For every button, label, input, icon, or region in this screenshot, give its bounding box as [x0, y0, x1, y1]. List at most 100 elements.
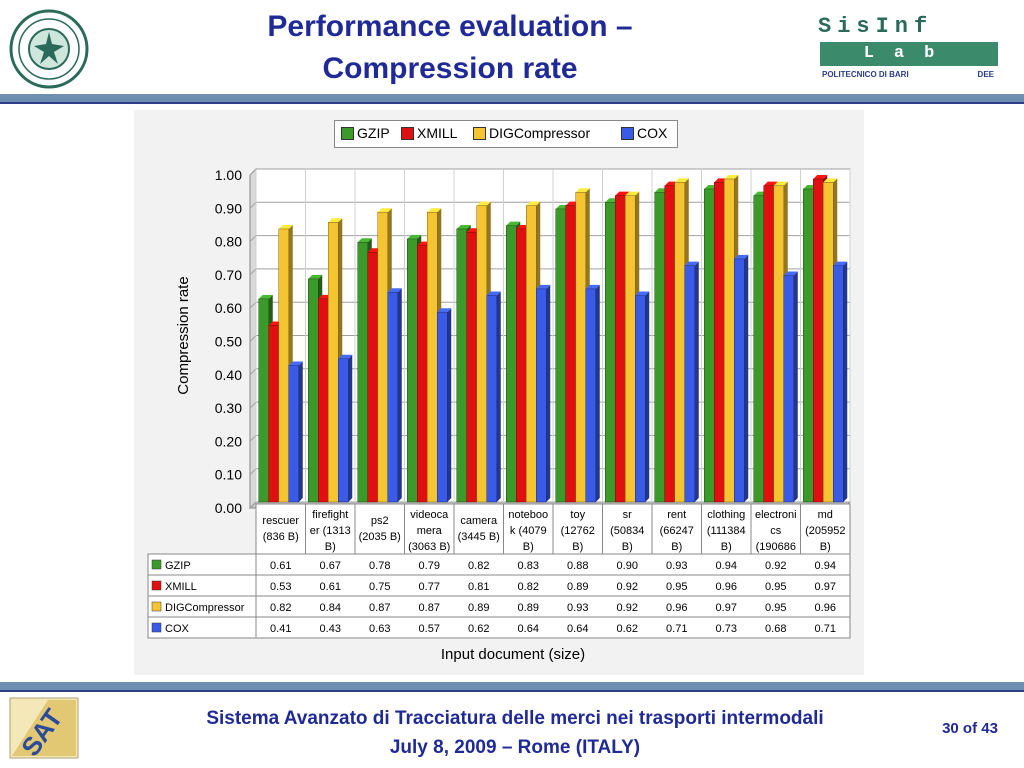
data-value-label: 0.62 [468, 623, 489, 635]
data-value-label: 0.95 [666, 581, 687, 593]
y-tick-label: 1.00 [215, 167, 242, 183]
data-value-label: 0.79 [419, 560, 440, 572]
bar-xmill [516, 228, 527, 503]
bar-digcompressor [674, 182, 685, 503]
bar-top [674, 178, 689, 183]
gridline-side [249, 501, 257, 509]
bar-xmill [664, 185, 675, 503]
data-value-label: 0.81 [468, 581, 489, 593]
table-series-label: XMILL [165, 581, 197, 593]
bar-gzip [753, 195, 764, 503]
y-tick-label: 0.70 [215, 267, 242, 283]
legend-swatch-cox [621, 126, 634, 140]
data-value-label: 0.73 [716, 623, 737, 635]
bar-top [625, 191, 640, 196]
bar-top [387, 288, 402, 293]
data-value-label: 0.64 [518, 623, 539, 635]
bar-top [585, 284, 600, 289]
x-category-label: electroni [755, 509, 797, 521]
data-value-label: 0.95 [765, 581, 786, 593]
x-category-label: B) [622, 541, 633, 553]
bar-xmill [466, 232, 477, 503]
table-legend-swatch [151, 580, 162, 591]
gridline-side [249, 401, 257, 409]
data-value-label: 0.95 [765, 602, 786, 614]
legend-label-xmill: XMILL [417, 125, 458, 141]
x-category-label: cs [770, 525, 782, 537]
logo-sisinf-text: SisInf [818, 14, 934, 39]
legend-label-cox: COX [637, 125, 668, 141]
data-value-label: 0.89 [468, 602, 489, 614]
y-tick-label: 0.50 [215, 334, 242, 350]
gridline-side [249, 201, 257, 209]
x-category-label: B) [325, 541, 336, 553]
y-tick-label: 0.00 [215, 500, 242, 516]
gridline-side [249, 168, 257, 176]
bar-top [486, 291, 501, 296]
x-category-label: B) [523, 541, 534, 553]
legend-label-digcompressor: DIGCompressor [489, 125, 591, 141]
bar-top [833, 261, 848, 266]
gridline-side [249, 368, 257, 376]
x-category-label: (66247 [660, 525, 694, 537]
x-category-label: camera [460, 515, 498, 527]
bar-xmill [268, 325, 279, 503]
table-series-label: GZIP [165, 560, 191, 572]
x-category-label: md [818, 509, 833, 521]
legend-swatch-xmill [401, 126, 414, 140]
bar-top [407, 234, 422, 239]
data-value-label: 0.63 [369, 623, 390, 635]
data-value-label: 0.71 [815, 623, 836, 635]
bar-gzip [407, 238, 418, 503]
sat-logo: SAT [9, 697, 79, 760]
bar-top [357, 238, 372, 243]
table-legend-swatch [151, 601, 162, 612]
bar-xmill [763, 185, 774, 503]
x-category-label: (3063 B) [408, 541, 450, 553]
chart-legend: GZIP XMILL DIGCompressor COX [334, 120, 678, 148]
data-value-label: 0.87 [369, 602, 390, 614]
data-value-label: 0.84 [320, 602, 341, 614]
bar-side [744, 254, 749, 502]
table-data-row [147, 553, 851, 576]
bar-top [783, 271, 798, 276]
bar-cox [734, 258, 745, 503]
bar-top [773, 181, 788, 186]
table-data-row [147, 595, 851, 618]
x-axis-label: Input document (size) [441, 646, 585, 663]
data-value-label: 0.92 [617, 581, 638, 593]
bar-digcompressor [773, 185, 784, 503]
bar-gzip [258, 298, 269, 503]
bar-gzip [605, 202, 616, 503]
bar-digcompressor [278, 228, 289, 503]
bar-digcompressor [625, 195, 636, 503]
x-category-label: mera [417, 525, 443, 537]
bar-gzip [456, 228, 467, 503]
bar-digcompressor [427, 212, 438, 503]
x-category-label: B) [671, 541, 682, 553]
bar-side [645, 291, 650, 502]
legend-swatch-gzip [341, 126, 354, 140]
data-value-label: 0.97 [815, 581, 836, 593]
data-value-label: 0.82 [468, 560, 489, 572]
bar-side [843, 261, 848, 502]
bar-top [258, 294, 273, 299]
y-tick-label: 0.60 [215, 300, 242, 316]
legend-swatch-digcompressor [473, 126, 486, 140]
bar-side [348, 354, 353, 502]
bar-top [338, 354, 353, 359]
bar-top [684, 261, 699, 266]
footer-date-location: July 8, 2009 – Rome (ITALY) [389, 737, 641, 758]
bar-cox [585, 288, 596, 503]
bar-top [526, 201, 541, 206]
data-value-label: 0.62 [617, 623, 638, 635]
x-category-label: (2035 B) [359, 531, 401, 543]
data-value-label: 0.83 [518, 560, 539, 572]
bar-cox [783, 275, 794, 503]
data-value-label: 0.67 [320, 560, 341, 572]
page-number: 30 of 43 [942, 720, 998, 737]
gridline-side [249, 235, 257, 242]
bar-top [635, 291, 650, 296]
bar-xmill [417, 245, 428, 503]
x-category-label: ps2 [371, 515, 389, 527]
